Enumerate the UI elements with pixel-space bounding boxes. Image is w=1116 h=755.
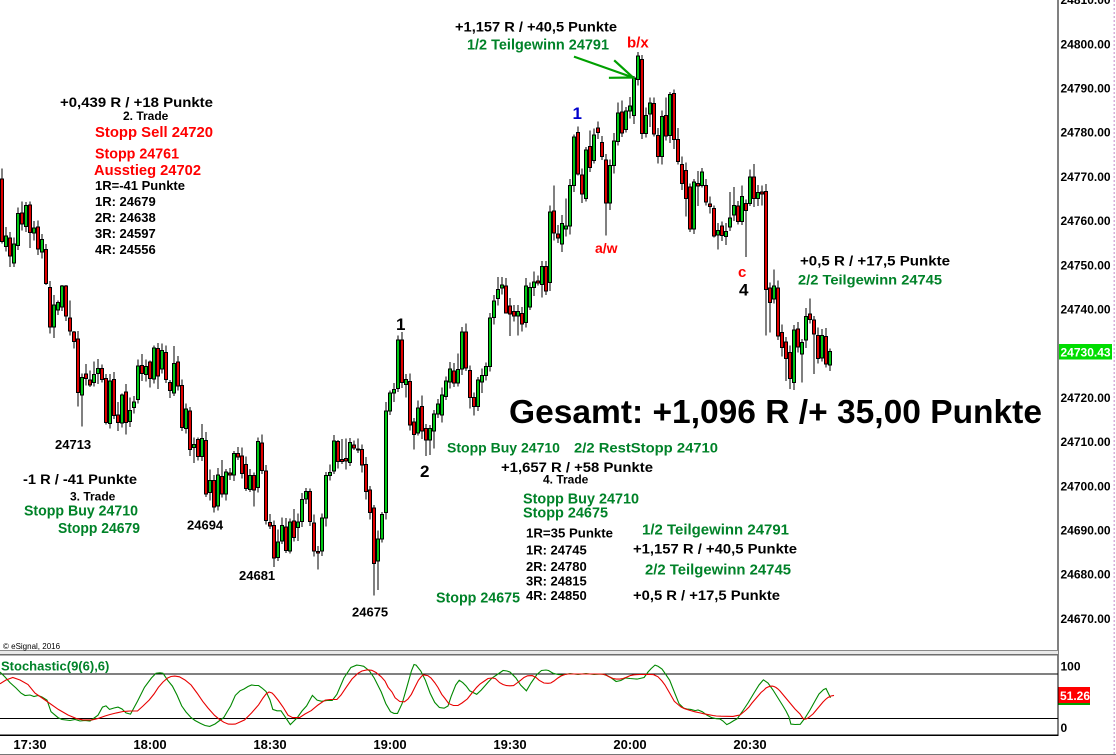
svg-text:24800.00: 24800.00 (1061, 37, 1111, 51)
svg-text:+1,157 R / +40,5 Punkte: +1,157 R / +40,5 Punkte (633, 542, 798, 557)
svg-text:Stopp 24675: Stopp 24675 (523, 506, 608, 522)
svg-text:a/w: a/w (595, 240, 618, 256)
svg-text:24810.00: 24810.00 (1061, 0, 1111, 7)
svg-text:+1,157 R / +40,5 Punkte: +1,157 R / +40,5 Punkte (455, 19, 617, 35)
svg-text:19:30: 19:30 (493, 737, 526, 752)
svg-text:24680.00: 24680.00 (1061, 568, 1111, 582)
svg-text:b/x: b/x (627, 35, 649, 52)
svg-text:2R: 24638: 2R: 24638 (95, 210, 156, 225)
svg-text:19:00: 19:00 (373, 737, 406, 752)
svg-text:Stopp Buy 24710: Stopp Buy 24710 (24, 504, 138, 520)
svg-text:24760.00: 24760.00 (1061, 214, 1111, 228)
svg-text:c: c (738, 264, 746, 281)
svg-text:1R: 24679: 1R: 24679 (95, 194, 156, 209)
svg-text:3R: 24815: 3R: 24815 (526, 574, 587, 589)
svg-text:Stopp 24761: Stopp 24761 (95, 147, 179, 163)
svg-text:24694: 24694 (187, 518, 224, 533)
svg-text:1: 1 (573, 104, 582, 123)
svg-text:24720.00: 24720.00 (1061, 391, 1111, 405)
svg-text:24730.43: 24730.43 (1061, 345, 1111, 359)
svg-text:2: 2 (420, 462, 429, 481)
svg-text:2/2 RestStopp 24710: 2/2 RestStopp 24710 (574, 440, 718, 456)
svg-text:24780.00: 24780.00 (1061, 126, 1111, 140)
svg-text:© eSignal, 2016: © eSignal, 2016 (3, 642, 61, 651)
svg-text:100: 100 (1061, 660, 1081, 674)
svg-text:2/2 Teilgewinn 24745: 2/2 Teilgewinn 24745 (645, 563, 791, 579)
svg-text:24770.00: 24770.00 (1061, 170, 1111, 184)
svg-text:4R: 24556: 4R: 24556 (95, 242, 156, 257)
svg-text:+0,439 R / +18 Punkte: +0,439 R / +18 Punkte (60, 95, 214, 110)
svg-text:24710.00: 24710.00 (1061, 435, 1111, 449)
svg-text:Stopp Buy 24710: Stopp Buy 24710 (523, 492, 639, 508)
svg-text:Stopp Buy 24710: Stopp Buy 24710 (447, 440, 560, 456)
svg-text:20:30: 20:30 (733, 737, 766, 752)
svg-text:1R: 24745: 1R: 24745 (526, 543, 587, 558)
svg-text:+0,5 R / +17,5 Punkte: +0,5 R / +17,5 Punkte (800, 254, 951, 269)
svg-text:2/2 Teilgewinn 24745: 2/2 Teilgewinn 24745 (798, 272, 942, 288)
svg-text:24700.00: 24700.00 (1061, 479, 1111, 493)
svg-text:4. Trade: 4. Trade (543, 473, 589, 487)
svg-text:Ausstieg 24702: Ausstieg 24702 (94, 163, 201, 179)
svg-text:+1,657 R / +58 Punkte: +1,657 R / +58 Punkte (501, 460, 654, 475)
svg-text:4R: 24850: 4R: 24850 (526, 588, 587, 603)
svg-text:2. Trade: 2. Trade (123, 109, 169, 123)
svg-text:24750.00: 24750.00 (1061, 258, 1111, 272)
svg-text:24675: 24675 (352, 605, 388, 620)
svg-text:24713: 24713 (55, 437, 91, 452)
svg-text:4: 4 (739, 281, 749, 300)
svg-text:24681: 24681 (239, 568, 275, 583)
svg-text:24790.00: 24790.00 (1061, 82, 1111, 96)
svg-text:+0,5 R / +17,5 Punkte: +0,5 R / +17,5 Punkte (633, 588, 781, 603)
svg-text:3R: 24597: 3R: 24597 (95, 226, 156, 241)
svg-text:3. Trade: 3. Trade (70, 490, 116, 504)
svg-text:24670.00: 24670.00 (1061, 612, 1111, 626)
svg-text:1: 1 (396, 315, 405, 334)
svg-text:Stopp 24675: Stopp 24675 (436, 591, 520, 607)
svg-text:Gesamt: +1,096 R /+ 35,00 Punk: Gesamt: +1,096 R /+ 35,00 Punkte (509, 393, 1042, 430)
svg-text:20:00: 20:00 (613, 737, 646, 752)
svg-text:24690.00: 24690.00 (1061, 524, 1111, 538)
svg-text:0: 0 (1061, 721, 1068, 735)
svg-text:24740.00: 24740.00 (1061, 303, 1111, 317)
svg-text:1R=35 Punkte: 1R=35 Punkte (526, 526, 613, 541)
svg-text:17:30: 17:30 (13, 737, 46, 752)
svg-text:Stopp 24679: Stopp 24679 (58, 521, 140, 537)
svg-text:18:30: 18:30 (253, 737, 286, 752)
svg-text:1/2 Teilgewinn 24791: 1/2 Teilgewinn 24791 (467, 38, 609, 54)
svg-text:Stochastic(9(6),6): Stochastic(9(6),6) (1, 659, 109, 674)
svg-text:2R: 24780: 2R: 24780 (526, 559, 587, 574)
svg-text:1/2 Teilgewinn 24791: 1/2 Teilgewinn 24791 (642, 523, 789, 539)
svg-text:51.26: 51.26 (1060, 689, 1090, 703)
svg-text:18:00: 18:00 (133, 737, 166, 752)
svg-text:1R=-41 Punkte: 1R=-41 Punkte (95, 178, 185, 193)
svg-text:-1 R / -41 Punkte: -1 R / -41 Punkte (23, 472, 138, 487)
svg-text:Stopp Sell 24720: Stopp Sell 24720 (95, 125, 213, 141)
